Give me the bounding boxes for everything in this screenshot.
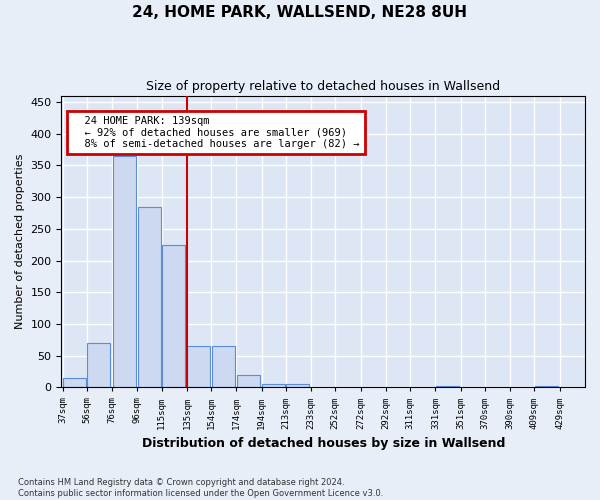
Bar (212, 346, 235, 388)
Bar (535, 386, 558, 388)
Bar (262, 384, 285, 388)
Bar (162, 244, 185, 388)
Bar (113, 156, 136, 388)
Bar (87, 343, 110, 388)
Text: 24 HOME PARK: 139sqm
  ← 92% of detached houses are smaller (969)
  8% of semi-d: 24 HOME PARK: 139sqm ← 92% of detached h… (72, 116, 359, 149)
Bar (237, 374, 260, 388)
X-axis label: Distribution of detached houses by size in Wallsend: Distribution of detached houses by size … (142, 437, 505, 450)
Text: 24, HOME PARK, WALLSEND, NE28 8UH: 24, HOME PARK, WALLSEND, NE28 8UH (133, 5, 467, 20)
Bar (63, 378, 86, 388)
Title: Size of property relative to detached houses in Wallsend: Size of property relative to detached ho… (146, 80, 500, 93)
Text: Contains HM Land Registry data © Crown copyright and database right 2024.
Contai: Contains HM Land Registry data © Crown c… (18, 478, 383, 498)
Y-axis label: Number of detached properties: Number of detached properties (15, 154, 25, 329)
Bar (187, 346, 211, 388)
Bar (436, 386, 459, 388)
Bar (138, 206, 161, 388)
Bar (286, 384, 310, 388)
